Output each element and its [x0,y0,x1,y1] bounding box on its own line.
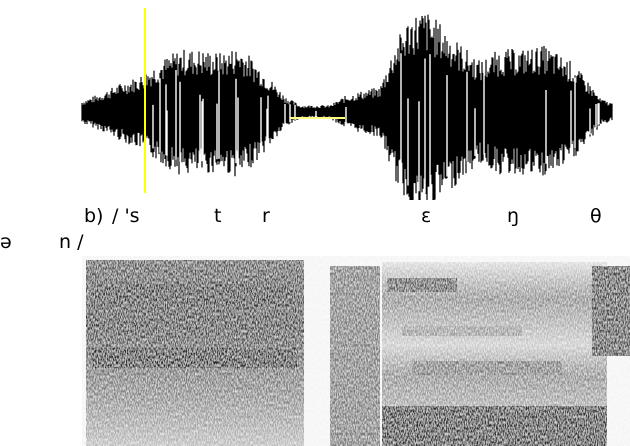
phoneme-t: t [214,205,222,227]
waveform [81,14,613,200]
phoneme-n: n / [59,231,84,253]
waveform-trace [81,14,613,200]
phoneme-eng: ŋ [507,205,520,227]
waveform-panel [81,8,613,200]
phoneme-epsilon: ɛ [421,205,432,227]
transcription-line-2: ə n / [0,231,83,319]
phoneme-theta: θ [590,205,602,227]
figure-label: b) [84,205,104,227]
phoneme-schwa: ə [0,231,12,253]
phoneme-s: / 's [112,205,140,227]
phoneme-r: r [262,205,270,227]
spectrogram-panel [82,256,630,446]
waveform-gaps [152,53,600,193]
spectrogram [82,256,630,446]
transcription-line-1: b) / 's t r ɛ ŋ θ [84,205,602,403]
